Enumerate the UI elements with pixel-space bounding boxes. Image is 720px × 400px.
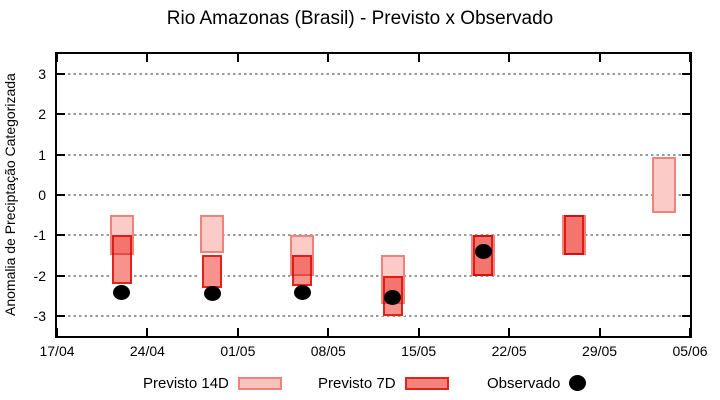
y-tick-label: 0 [38, 187, 46, 203]
observed-dot [293, 285, 311, 301]
observed-dot [384, 290, 402, 306]
y-gridline [57, 234, 690, 237]
x-tick-mark [236, 54, 239, 62]
observed-dot [474, 243, 492, 259]
legend-item-previsto-14d: Previsto 14D [143, 372, 282, 394]
y-tick-label: -1 [33, 227, 46, 244]
forecast-14d-swatch-icon [237, 376, 282, 390]
chart-title: Rio Amazonas (Brasil) - Previsto x Obser… [166, 8, 554, 29]
x-tick-mark [689, 54, 691, 62]
x-tick-mark [598, 328, 601, 336]
y-tick-mark [682, 314, 690, 317]
forecast-7d-box [111, 235, 132, 284]
y-tick-mark [682, 194, 690, 196]
x-tick-label: 29/05 [582, 343, 618, 359]
legend-label-observado: Observado [487, 374, 561, 392]
x-tick-mark [417, 54, 420, 62]
x-tick-label: 01/05 [220, 343, 256, 359]
y-gridline [57, 274, 690, 277]
legend-item-observado: Observado [487, 372, 587, 394]
x-tick-mark [56, 54, 58, 62]
observed-dot [203, 286, 221, 302]
x-tick-label: 05/06 [672, 343, 708, 359]
forecast-14d-box [652, 156, 677, 214]
x-tick-mark [508, 54, 511, 62]
y-tick-label: -2 [33, 267, 46, 284]
x-tick-mark [598, 54, 601, 62]
x-tick-label: 22/05 [491, 343, 527, 359]
x-tick-mark [327, 54, 330, 62]
y-gridline [57, 113, 690, 116]
x-tick-label: 15/05 [401, 343, 437, 359]
x-tick-mark [56, 328, 58, 336]
x-tick-label: 17/04 [39, 343, 75, 359]
y-tick-mark [57, 153, 65, 156]
y-tick-mark [57, 274, 65, 277]
y-tick-mark [57, 73, 65, 76]
y-tick-mark [682, 73, 690, 76]
y-tick-label: 3 [38, 66, 46, 83]
x-tick-mark [236, 328, 239, 336]
y-gridline [57, 314, 690, 317]
x-tick-mark [146, 54, 149, 62]
legend-item-previsto-7d: Previsto 7D [318, 372, 449, 394]
y-gridline [57, 73, 690, 76]
y-tick-label: -3 [33, 307, 46, 324]
y-tick-mark [682, 234, 690, 237]
x-tick-mark [508, 328, 511, 336]
observed-dot [113, 284, 131, 300]
y-tick-mark [682, 274, 690, 277]
y-tick-mark [57, 234, 65, 237]
x-tick-mark [146, 328, 149, 336]
observed-dot-icon [569, 375, 587, 391]
forecast-7d-swatch-icon [404, 376, 449, 390]
y-tick-mark [682, 113, 690, 116]
y-gridline [57, 194, 690, 196]
y-tick-label: 2 [38, 106, 46, 123]
x-tick-mark [417, 328, 420, 336]
legend-label-previsto-14d: Previsto 14D [143, 374, 229, 392]
forecast-7d-box [292, 255, 313, 286]
y-gridline [57, 153, 690, 156]
x-tick-label: 08/05 [310, 343, 346, 359]
x-tick-label: 24/04 [129, 343, 165, 359]
plot-area [55, 52, 692, 338]
legend-label-previsto-7d: Previsto 7D [318, 374, 396, 392]
x-tick-mark [689, 328, 691, 336]
y-tick-mark [682, 153, 690, 156]
y-tick-label: 1 [38, 146, 46, 163]
x-tick-mark [327, 328, 330, 336]
y-tick-mark [57, 314, 65, 317]
forecast-7d-box [202, 255, 223, 288]
legend: Previsto 14D Previsto 7D Observado [0, 372, 720, 396]
y-tick-mark [57, 113, 65, 116]
forecast-14d-box [200, 215, 225, 254]
forecast-7d-box [563, 215, 584, 256]
y-tick-mark [57, 194, 65, 196]
